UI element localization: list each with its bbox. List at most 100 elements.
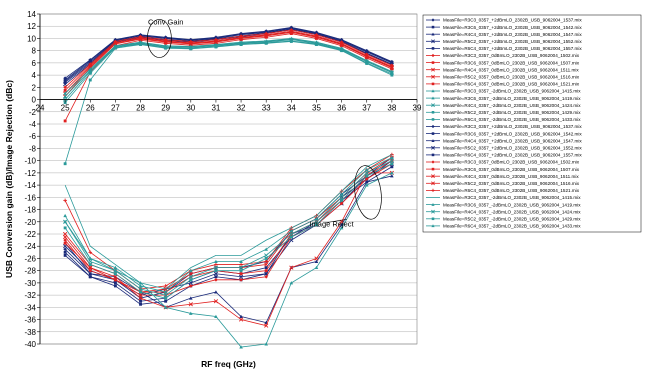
- data-point: [390, 174, 394, 178]
- data-point: [390, 162, 394, 166]
- x-tick-label: 31: [211, 104, 220, 113]
- data-point: [214, 262, 218, 267]
- series-line: [64, 40, 393, 103]
- legend-label: MeasFile=R3C3_0357_0dBmLO_2302B_USB_9062…: [443, 53, 580, 58]
- data-point: [239, 272, 243, 276]
- legend-item: MeasFile=R5C2_0357_+2dBmLO_2302B_USB_906…: [426, 39, 582, 44]
- data-point: [365, 49, 369, 53]
- conv-gain-ellipse: [147, 19, 172, 58]
- legend-label: MeasFile=R3C6_0357_+2dBmLO_2302B_USB_906…: [443, 25, 582, 30]
- legend-item: MeasFile=R3C6_0357_0dBmLO_2302B_USB_9062…: [426, 60, 580, 65]
- legend-item: MeasFile=R5C2_0357_0dBmLO_2302B_USB_9062…: [426, 75, 580, 80]
- legend-label: MeasFile=R6C4_0357_0dBmLO_2302B_USB_9062…: [443, 188, 580, 193]
- data-point: [113, 265, 118, 270]
- data-point: [88, 63, 92, 67]
- data-point: [340, 49, 344, 53]
- series-line: [64, 31, 393, 94]
- y-tick-label: -16: [24, 193, 36, 202]
- data-point: [431, 25, 435, 29]
- data-point: [63, 91, 67, 95]
- data-point: [264, 253, 269, 258]
- data-point: [63, 231, 68, 237]
- data-point: [214, 275, 218, 279]
- data-point: [364, 183, 369, 187]
- image-reject-annotation: Image Reject: [309, 220, 354, 229]
- conv-gain-annotation: Conv Gain: [148, 17, 183, 26]
- data-point: [339, 226, 344, 230]
- data-point: [431, 188, 435, 192]
- series-gain-0: [63, 25, 394, 80]
- legend: MeasFile=R3C3_0357_+2dBmLO_2302B_USB_906…: [422, 14, 642, 233]
- data-point: [431, 74, 435, 79]
- legend-label: MeasFile=R5C2_0357_0dBmLO_2302B_USB_9062…: [443, 181, 580, 186]
- data-point: [238, 317, 244, 322]
- data-point: [113, 268, 118, 273]
- data-point: [339, 201, 344, 206]
- series-line: [64, 27, 393, 79]
- data-point: [390, 165, 394, 169]
- data-point: [340, 44, 344, 48]
- data-point: [164, 41, 168, 45]
- data-point: [88, 265, 93, 270]
- series-line: [64, 172, 392, 327]
- legend-item: MeasFile=R4C4_0357_-2dBmLO_2302B_USB_906…: [426, 209, 581, 214]
- data-point: [63, 162, 67, 166]
- data-point: [63, 82, 68, 87]
- data-point: [213, 265, 219, 270]
- data-point: [188, 302, 193, 307]
- data-point: [88, 275, 92, 279]
- series-line: [64, 28, 393, 82]
- legend-items: MeasFile=R3C3_0357_+2dBmLO_2302B_USB_906…: [426, 18, 582, 229]
- series-image-29: [63, 171, 394, 349]
- series-line: [64, 29, 393, 88]
- data-point: [189, 296, 193, 300]
- data-point: [431, 39, 435, 44]
- legend-item: MeasFile=R4C4_0357_0dBmLO_2302B_USB_9062…: [426, 174, 579, 179]
- data-point: [431, 224, 435, 228]
- series-line: [64, 27, 393, 81]
- data-point: [431, 181, 435, 186]
- data-point: [113, 278, 117, 282]
- y-tick-label: -24: [24, 242, 36, 251]
- legend-label: MeasFile=R4C4_0357_+2dBmLO_2302B_USB_906…: [443, 32, 582, 37]
- y-tick-label: -28: [24, 267, 36, 276]
- data-point: [365, 62, 369, 65]
- series-line: [64, 38, 393, 97]
- data-point: [431, 217, 435, 221]
- data-point: [264, 342, 268, 346]
- legend-item: MeasFile=R3C3_0357_-2dBmLO_2302B_USB_906…: [426, 195, 581, 200]
- data-point: [390, 73, 394, 77]
- data-point: [314, 216, 319, 221]
- data-point: [139, 302, 142, 306]
- y-tick-label: 8: [32, 47, 37, 56]
- y-tick-label: -34: [24, 303, 36, 312]
- legend-label: MeasFile=R3C3_0357_-2dBmLO_2302B_USB_906…: [443, 89, 581, 94]
- data-point: [239, 269, 243, 273]
- annotations: Conv Gain Image Reject: [147, 17, 382, 229]
- series-image-28: [63, 162, 394, 300]
- legend-label: MeasFile=R3C6_0357_0dBmLO_2302B_USB_9062…: [443, 60, 580, 65]
- y-tick-label: -18: [24, 206, 36, 215]
- data-point: [188, 280, 193, 286]
- data-point: [431, 82, 435, 86]
- data-point: [139, 43, 142, 46]
- y-tick-label: -2: [29, 108, 37, 117]
- series-gain-6: [63, 29, 394, 92]
- data-point: [63, 213, 67, 218]
- y-tick-label: -12: [24, 169, 36, 178]
- data-point: [390, 171, 394, 175]
- data-point: [431, 124, 435, 129]
- data-point: [88, 263, 92, 266]
- data-point: [431, 89, 435, 93]
- data-point: [339, 223, 344, 227]
- data-point: [63, 238, 67, 242]
- legend-item: MeasFile=R3C6_0357_+2dBmLO_2302B_USB_906…: [426, 25, 582, 30]
- x-axis-title: RF freq (GHz): [201, 359, 256, 369]
- data-point: [365, 56, 369, 60]
- legend-item: MeasFile=R6C4_0357_-2dBmLO_2302B_USB_906…: [426, 224, 581, 229]
- x-tick-label: 34: [287, 104, 296, 113]
- y-tick-label: -32: [24, 291, 36, 300]
- legend-label: MeasFile=R3C3_0357_+2dBmLO_2302B_USB_906…: [443, 124, 582, 129]
- legend-item: MeasFile=R3C6_0357_-2dBmLO_2302B_USB_906…: [426, 96, 581, 101]
- legend-label: MeasFile=R5C2_0357_0dBmLO_2302B_USB_9062…: [443, 75, 580, 80]
